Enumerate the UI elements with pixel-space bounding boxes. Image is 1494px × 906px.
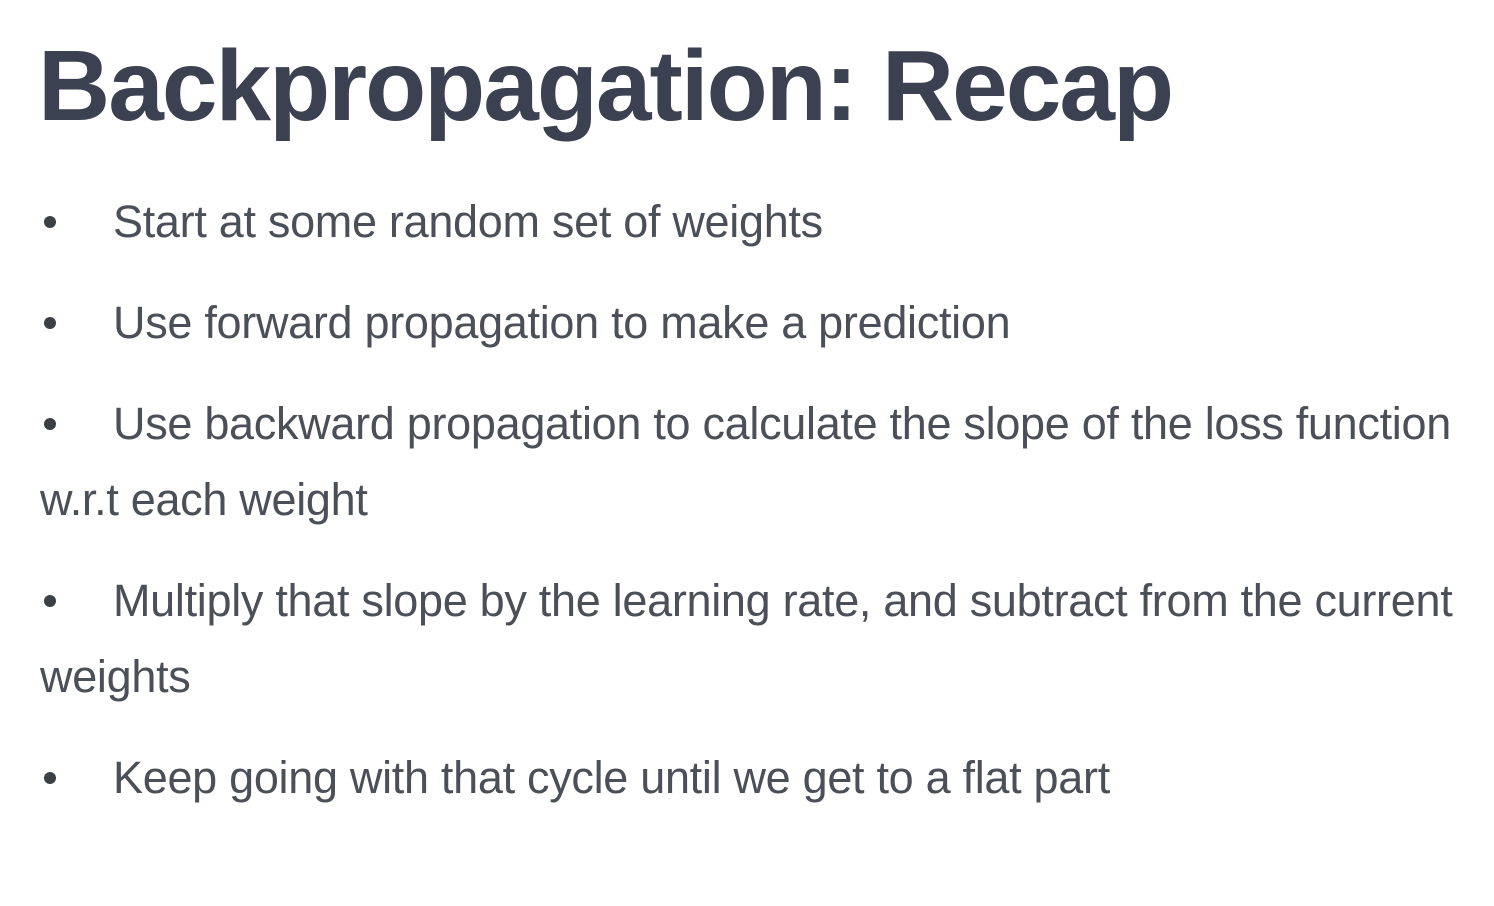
bullet-item: Use backward propagation to calculate th… (40, 386, 1470, 538)
bullet-text: Keep going with that cycle until we get … (113, 752, 1110, 803)
bullet-item: Use forward propagation to make a predic… (40, 285, 1470, 361)
bullet-text: Use backward propagation to calculate th… (40, 398, 1451, 525)
bullet-item: Start at some random set of weights (40, 184, 1470, 260)
bullet-text: Multiply that slope by the learning rate… (40, 575, 1453, 702)
slide-title: Backpropagation: Recap (38, 30, 1174, 142)
bullet-dot-icon (40, 740, 113, 816)
bullet-text: Use forward propagation to make a predic… (113, 297, 1011, 348)
bullet-item: Multiply that slope by the learning rate… (40, 563, 1470, 715)
bullet-dot-icon (40, 285, 113, 361)
bullet-dot-icon (40, 386, 113, 462)
bullet-dot-icon (40, 563, 113, 639)
bullet-dot-icon (40, 184, 113, 260)
bullet-item: Keep going with that cycle until we get … (40, 740, 1470, 816)
bullet-text: Start at some random set of weights (113, 196, 823, 247)
